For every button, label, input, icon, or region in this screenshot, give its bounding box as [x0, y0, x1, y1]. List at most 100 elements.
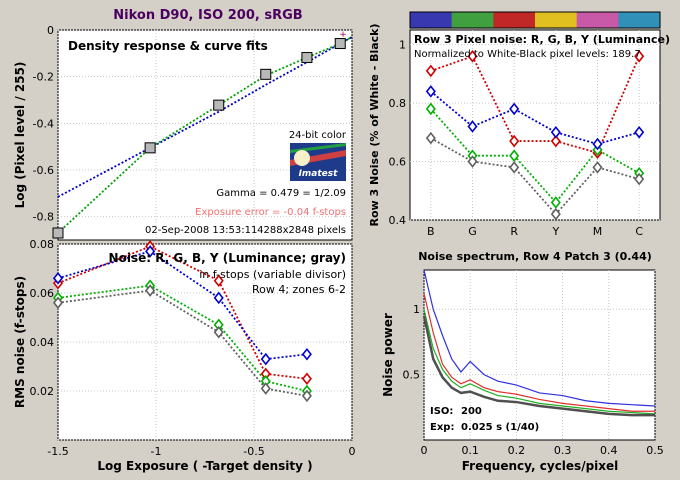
x-tick-label: C — [635, 225, 643, 238]
y-tick-label: -0.4 — [33, 117, 54, 130]
bit-depth-label: 24-bit color — [289, 130, 347, 141]
ylabel: Noise power — [381, 313, 395, 397]
data-point — [145, 245, 156, 258]
data-point — [592, 137, 603, 151]
grid — [423, 270, 656, 440]
data-points — [52, 240, 312, 403]
data-point — [52, 272, 64, 285]
data-point — [213, 99, 225, 111]
chart-subtitle: Normalized to White-Black pixel levels: … — [414, 49, 641, 60]
grid — [57, 29, 353, 240]
color-patch — [535, 12, 578, 28]
y-tick-label: 0.06 — [30, 287, 55, 300]
ylabel: RMS noise (f-stops) — [13, 276, 27, 408]
y-tick-label: 0 — [47, 24, 54, 37]
data-point — [301, 347, 312, 361]
series-line — [57, 284, 308, 392]
series-line — [430, 108, 640, 204]
data-point — [509, 161, 520, 174]
chart-title: Noise: R, G, B, Y (Luminance; gray) — [109, 251, 346, 265]
y-tick-label: -0.2 — [33, 71, 54, 84]
max-marker: + — [339, 30, 347, 40]
y-tick-label: -0.8 — [33, 211, 54, 224]
data-point — [334, 38, 346, 50]
x-tick-label: 0.5 — [646, 444, 664, 457]
data-points — [425, 50, 645, 221]
plot-area — [57, 29, 353, 241]
data-point — [592, 161, 603, 174]
data-point — [550, 196, 561, 209]
exposure-error-label: Exposure error = -0.04 f-stops — [195, 207, 346, 218]
chart-title: Noise spectrum, Row 4 Patch 3 (0.44) — [418, 250, 652, 263]
x-tick-label: 0.4 — [600, 444, 618, 457]
x-tick-label: -0.5 — [243, 445, 264, 458]
chart-title: Density response & curve fits — [68, 39, 268, 53]
data-point — [301, 52, 313, 64]
color-patch — [493, 12, 536, 28]
y-tick-label: -0.6 — [33, 164, 54, 177]
y-tick-label: 0.08 — [30, 238, 55, 251]
plot-area — [409, 29, 661, 221]
date-label: 02-Sep-2008 13:53:11 — [145, 225, 257, 236]
data-point — [509, 149, 520, 162]
chart-subtitle-2: Row 4; zones 6-2 — [252, 283, 346, 296]
ylabel: Log (Pixel level / 255) — [13, 62, 27, 209]
data-point — [509, 134, 520, 148]
y-tick-label: 1 — [413, 303, 420, 316]
data-point — [550, 207, 561, 221]
figure-title: Nikon D90, ISO 200, sRGB — [113, 8, 302, 23]
x-tick-label: G — [468, 225, 477, 238]
y-tick-label: 0.4 — [389, 214, 407, 227]
data-point — [260, 68, 272, 80]
y-tick-label: 0.5 — [403, 369, 421, 382]
series-line — [423, 309, 656, 415]
ylabel: Row 3 Noise (% of White - Black) — [368, 23, 381, 226]
data-point — [260, 352, 271, 366]
data-point — [550, 134, 561, 148]
color-patch — [576, 12, 619, 28]
axis-ticks: 0.4 0.6 0.8 1 B G R Y M C — [389, 39, 644, 238]
color-patch — [410, 12, 453, 28]
iso-value: 200 — [461, 406, 482, 417]
color-patch — [451, 12, 494, 28]
noise-spectrum-chart: Noise spectrum, Row 4 Patch 3 (0.44) 0 0.… — [381, 250, 664, 473]
chart-subtitle: in f-stops (variable divisor) — [199, 268, 346, 281]
data-point — [213, 274, 224, 288]
data-point — [145, 284, 156, 297]
data-point — [52, 227, 64, 239]
x-tick-label: M — [593, 225, 603, 238]
data-point — [634, 172, 645, 186]
x-tick-label: 0.1 — [461, 444, 479, 457]
y-tick-label: 1 — [399, 39, 406, 52]
y-tick-label: 0.8 — [389, 97, 407, 110]
series-lines — [422, 269, 656, 417]
series-line — [423, 293, 655, 412]
x-tick-label: -1 — [151, 445, 162, 458]
data-point — [425, 64, 436, 78]
series-line — [422, 315, 655, 417]
series-line — [430, 137, 640, 216]
y-tick-label: 0.02 — [30, 385, 55, 398]
data-point — [260, 382, 271, 395]
data-point — [213, 325, 224, 339]
data-point — [634, 126, 645, 139]
rms-noise-chart: -1.5 -1 -0.5 0 0.02 0.04 0.06 0.08 Noise: R, G,… — [13, 238, 356, 473]
series-line — [57, 250, 308, 361]
x-tick-label: -1.5 — [47, 445, 68, 458]
grid — [57, 243, 353, 441]
imatest-logo: Imatest — [290, 143, 346, 181]
logo-sun-icon — [294, 150, 310, 166]
data-point — [425, 85, 436, 98]
axis-ticks: -1.5 -1 -0.5 0 0.02 0.04 0.06 0.08 — [30, 238, 356, 458]
axis-ticks: -0.8 -0.6 -0.4 -0.2 0 — [33, 24, 54, 224]
exposure-value: 0.025 s (1/40) — [461, 422, 539, 433]
logo-text: Imatest — [299, 169, 339, 179]
data-point — [425, 131, 436, 145]
data-points — [52, 38, 346, 239]
series-line — [430, 55, 640, 154]
color-patch-bar — [409, 11, 661, 29]
x-tick-label: 0 — [349, 445, 356, 458]
series-line — [423, 269, 656, 407]
xlabel: Frequency, cycles/pixel — [462, 459, 619, 473]
x-tick-label: 0.3 — [554, 444, 572, 457]
